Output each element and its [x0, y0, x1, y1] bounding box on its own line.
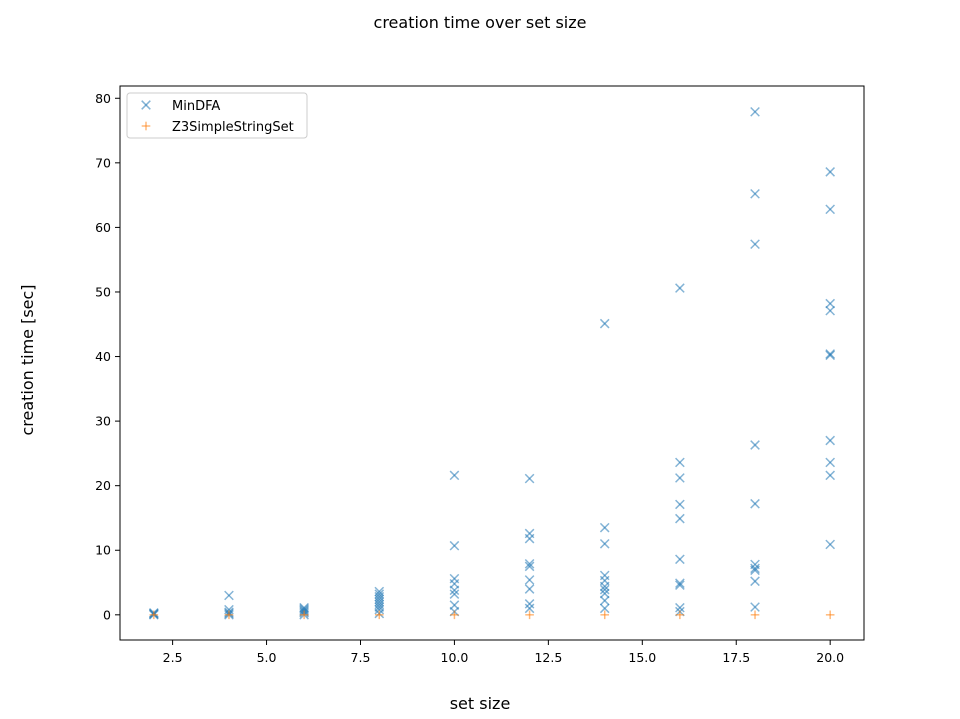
legend-marker	[141, 121, 151, 131]
mindfa-point	[750, 498, 760, 509]
z3-point	[675, 610, 685, 620]
mindfa-point	[599, 595, 610, 606]
x-tick-label: 15.0	[628, 650, 656, 665]
mindfa-point	[599, 603, 610, 614]
mindfa-point	[224, 590, 234, 601]
mindfa-point	[825, 298, 836, 309]
z3-point	[525, 610, 534, 620]
mindfa-point	[750, 188, 760, 199]
z3-point	[374, 610, 384, 620]
x-tick-label: 12.5	[534, 650, 562, 665]
mindfa-point	[675, 513, 685, 524]
mindfa-point	[449, 600, 460, 610]
y-tick-label: 0	[103, 607, 111, 622]
x-tick-label: 5.0	[257, 650, 277, 665]
mindfa-point	[599, 538, 610, 549]
mindfa-point	[524, 599, 535, 609]
mindfa-point	[299, 605, 309, 616]
mindfa-point	[449, 470, 460, 481]
y-tick-label: 20	[95, 478, 111, 493]
z3-point	[825, 610, 835, 620]
chart-title: creation time over set size	[374, 13, 587, 32]
y-axis: 0 10 20 30 40 50 60 70 80	[95, 91, 120, 622]
mindfa-point	[675, 457, 685, 468]
z3-point	[450, 610, 459, 620]
legend: MinDFA Z3SimpleStringSet	[126, 92, 308, 139]
mindfa-point	[449, 573, 460, 584]
mindfa-point	[599, 522, 610, 533]
mindfa-point	[675, 283, 685, 293]
mindfa-point	[524, 584, 535, 594]
mindfa-point	[374, 586, 385, 597]
mindfa-point	[449, 589, 460, 599]
mindfa-point	[524, 528, 535, 539]
mindfa-point	[524, 575, 535, 585]
mindfa-point	[524, 473, 535, 484]
y-tick-label: 40	[95, 349, 111, 364]
x-axis: 2.5 5.0 7.5 10.0 12.5 15.0 17.5 20.0	[163, 640, 844, 665]
legend-entry-label: Z3SimpleStringSet	[172, 120, 294, 135]
mindfa-point	[299, 602, 309, 613]
legend-marker	[141, 100, 151, 110]
mindfa-point	[299, 604, 309, 614]
x-axis-label: set size	[450, 694, 511, 713]
mindfa-point	[599, 588, 610, 599]
z3-point	[750, 610, 760, 620]
mindfa-point	[449, 540, 460, 551]
mindfa-point	[750, 559, 760, 570]
mindfa-point	[825, 349, 836, 359]
mindfa-point	[599, 570, 610, 581]
y-tick-label: 70	[95, 155, 111, 170]
y-tick-label: 50	[95, 284, 111, 299]
plot-border	[119, 85, 865, 641]
mindfa-point	[750, 576, 760, 587]
legend-entry-label: MinDFA	[172, 99, 220, 114]
y-axis-label: creation time [sec]	[18, 284, 37, 435]
x-tick-label: 17.5	[722, 650, 750, 665]
mindfa-point	[825, 470, 836, 481]
y-tick-label: 80	[95, 91, 111, 106]
mindfa-point	[675, 578, 685, 589]
z3-point	[149, 610, 159, 620]
y-tick-label: 10	[95, 543, 111, 558]
mindfa-point	[825, 539, 836, 550]
mindfa-point	[750, 106, 760, 117]
mindfa-point	[599, 584, 610, 595]
z3-point	[299, 610, 309, 620]
mindfa-point	[825, 204, 836, 215]
z3-point	[224, 610, 234, 620]
mindfa-point	[825, 167, 836, 177]
mindfa-point	[675, 473, 685, 483]
mindfa-point	[825, 305, 836, 316]
x-tick-label: 20.0	[816, 650, 844, 665]
mindfa-point	[825, 350, 836, 361]
y-tick-label: 30	[95, 414, 111, 429]
mindfa-point	[599, 318, 610, 329]
z3-point	[600, 610, 610, 620]
x-tick-label: 2.5	[163, 650, 183, 665]
plot-area	[120, 86, 864, 640]
mindfa-point	[524, 603, 535, 614]
mindfa-point	[675, 499, 685, 510]
mindfa-point	[524, 561, 535, 572]
y-tick-label: 60	[95, 220, 111, 235]
mindfa-point	[825, 457, 836, 468]
mindfa-point	[524, 558, 535, 569]
mindfa-point	[750, 239, 760, 250]
data-marks	[148, 106, 836, 620]
mindfa-point	[675, 554, 685, 565]
mindfa-point	[750, 602, 760, 612]
legend-box	[126, 92, 308, 139]
mindfa-point	[675, 580, 685, 590]
mindfa-point	[750, 440, 760, 450]
mindfa-point	[675, 602, 685, 613]
mindfa-point	[750, 563, 760, 574]
mindfa-point	[374, 589, 385, 599]
x-tick-label: 7.5	[351, 650, 371, 665]
mindfa-point	[224, 604, 234, 615]
mindfa-point	[825, 435, 836, 446]
x-tick-label: 10.0	[441, 650, 469, 665]
